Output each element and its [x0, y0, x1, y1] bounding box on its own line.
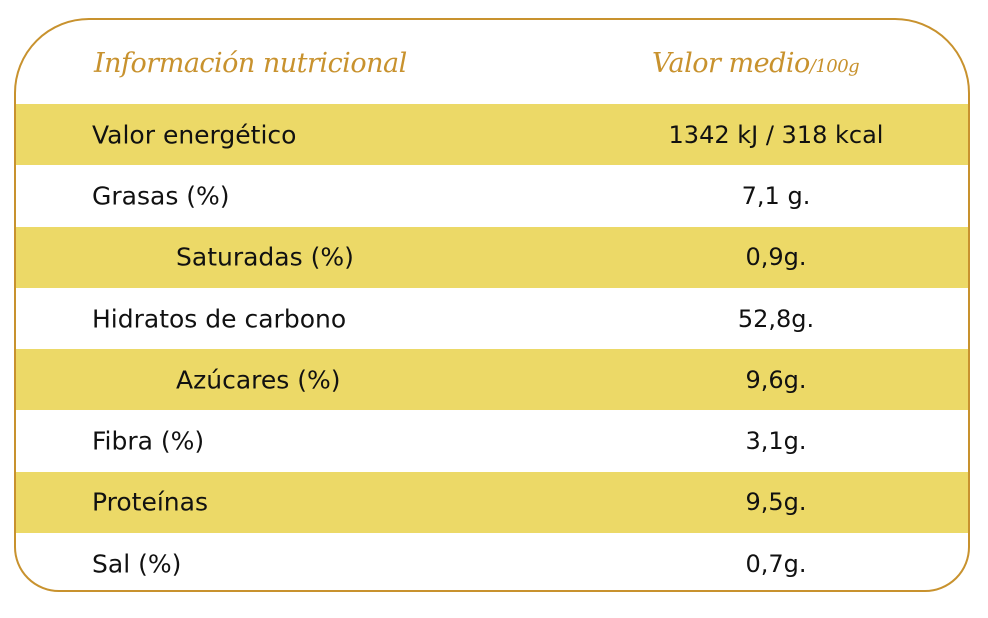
row-value: 3,1g.: [745, 427, 807, 456]
nutrition-table: Información nutricional Valor medio/100g…: [14, 18, 970, 592]
row-value: 7,1 g.: [741, 181, 811, 210]
row-label: Proteínas: [92, 487, 208, 517]
row-value: 52,8g.: [737, 304, 815, 333]
row-value: 0,9g.: [745, 243, 807, 272]
row-value: 9,5g.: [745, 488, 807, 517]
table-row: Grasas (%) 7,1 g.: [16, 165, 968, 226]
row-value: 9,6g.: [745, 365, 807, 394]
row-label: Valor energético: [92, 120, 297, 150]
row-label: Hidratos de carbono: [92, 304, 347, 334]
table-row: Proteínas 9,5g.: [16, 471, 968, 534]
table-row: Fibra (%) 3,1g.: [16, 410, 968, 471]
row-label: Saturadas (%): [176, 242, 354, 272]
value-unit: /100g: [809, 56, 860, 77]
table-row: Azúcares (%) 9,6g.: [16, 349, 968, 411]
table-row: Sal (%) 0,7g.: [16, 533, 968, 590]
value-header: Valor medio/100g: [652, 48, 860, 79]
value-header-text: Valor medio: [652, 48, 810, 79]
row-label: Fibra (%): [92, 426, 205, 456]
row-value: 1342 kJ / 318 kcal: [668, 120, 884, 149]
row-label: Grasas (%): [92, 181, 230, 211]
table-title: Información nutricional: [94, 48, 407, 79]
row-label: Sal (%): [92, 549, 182, 579]
table-row: Valor energético 1342 kJ / 318 kcal: [16, 104, 968, 166]
table-row: Hidratos de carbono 52,8g.: [16, 288, 968, 349]
row-label: Azúcares (%): [176, 365, 341, 395]
table-row: Saturadas (%) 0,9g.: [16, 226, 968, 288]
row-value: 0,7g.: [745, 549, 807, 578]
